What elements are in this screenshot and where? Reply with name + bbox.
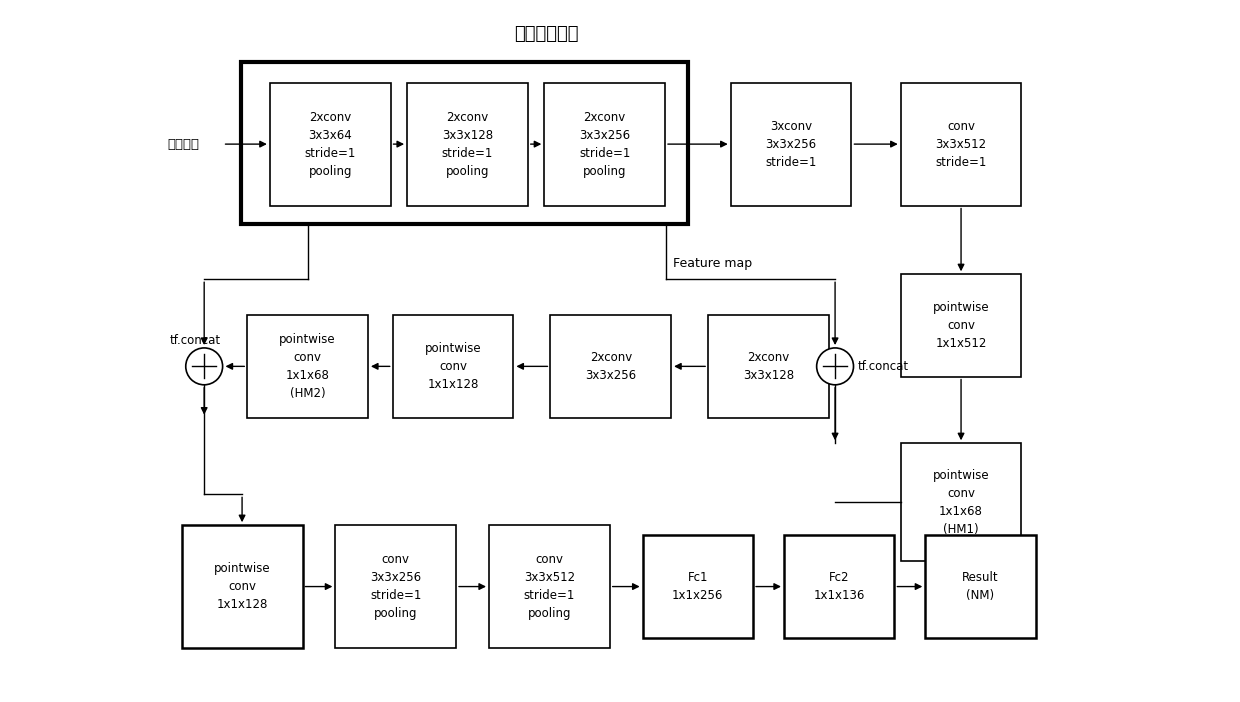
Bar [900,83,1022,206]
Circle shape [186,348,223,385]
Text: conv
3x3x256
stride=1
pooling: conv 3x3x256 stride=1 pooling [370,553,422,620]
Text: conv
3x3x512
stride=1: conv 3x3x512 stride=1 [935,119,987,168]
Bar [241,62,688,224]
Text: Feature map: Feature map [673,257,753,270]
Bar [708,315,828,418]
Bar [335,525,456,648]
Text: pointwise
conv
1x1x512: pointwise conv 1x1x512 [932,301,990,350]
Text: 3xconv
3x3x256
stride=1: 3xconv 3x3x256 stride=1 [765,119,817,168]
Text: Result
(NM): Result (NM) [962,571,999,602]
Bar [247,315,368,418]
Text: 2xconv
3x3x256: 2xconv 3x3x256 [585,351,636,382]
Bar [730,83,852,206]
Text: 输入图像: 输入图像 [167,138,200,151]
Bar [925,536,1035,638]
Bar [900,274,1022,376]
Text: Fc2
1x1x136: Fc2 1x1x136 [813,571,864,602]
Text: tf.concat: tf.concat [170,334,221,347]
Bar [393,315,513,418]
Bar [270,83,391,206]
Bar [551,315,671,418]
Text: conv
3x3x512
stride=1
pooling: conv 3x3x512 stride=1 pooling [523,553,575,620]
Text: pointwise
conv
1x1x128: pointwise conv 1x1x128 [213,562,270,611]
Text: 2xconv
3x3x256
stride=1
pooling: 2xconv 3x3x256 stride=1 pooling [579,111,630,178]
Bar [407,83,528,206]
Text: 特征提取部分: 特征提取部分 [515,25,579,43]
Text: tf.concat: tf.concat [858,360,909,373]
Bar [900,443,1022,561]
Circle shape [817,348,853,385]
Bar [544,83,665,206]
Text: 2xconv
3x3x128
stride=1
pooling: 2xconv 3x3x128 stride=1 pooling [441,111,494,178]
Bar [489,525,610,648]
Text: pointwise
conv
1x1x128: pointwise conv 1x1x128 [425,342,481,391]
Bar [181,525,303,648]
Text: 2xconv
3x3x128: 2xconv 3x3x128 [743,351,794,382]
Text: Fc1
1x1x256: Fc1 1x1x256 [672,571,723,602]
Bar [784,536,894,638]
Text: 2xconv
3x3x64
stride=1
pooling: 2xconv 3x3x64 stride=1 pooling [305,111,356,178]
Text: pointwise
conv
1x1x68
(HM2): pointwise conv 1x1x68 (HM2) [279,333,336,400]
Bar [642,536,753,638]
Text: pointwise
conv
1x1x68
(HM1): pointwise conv 1x1x68 (HM1) [932,468,990,536]
